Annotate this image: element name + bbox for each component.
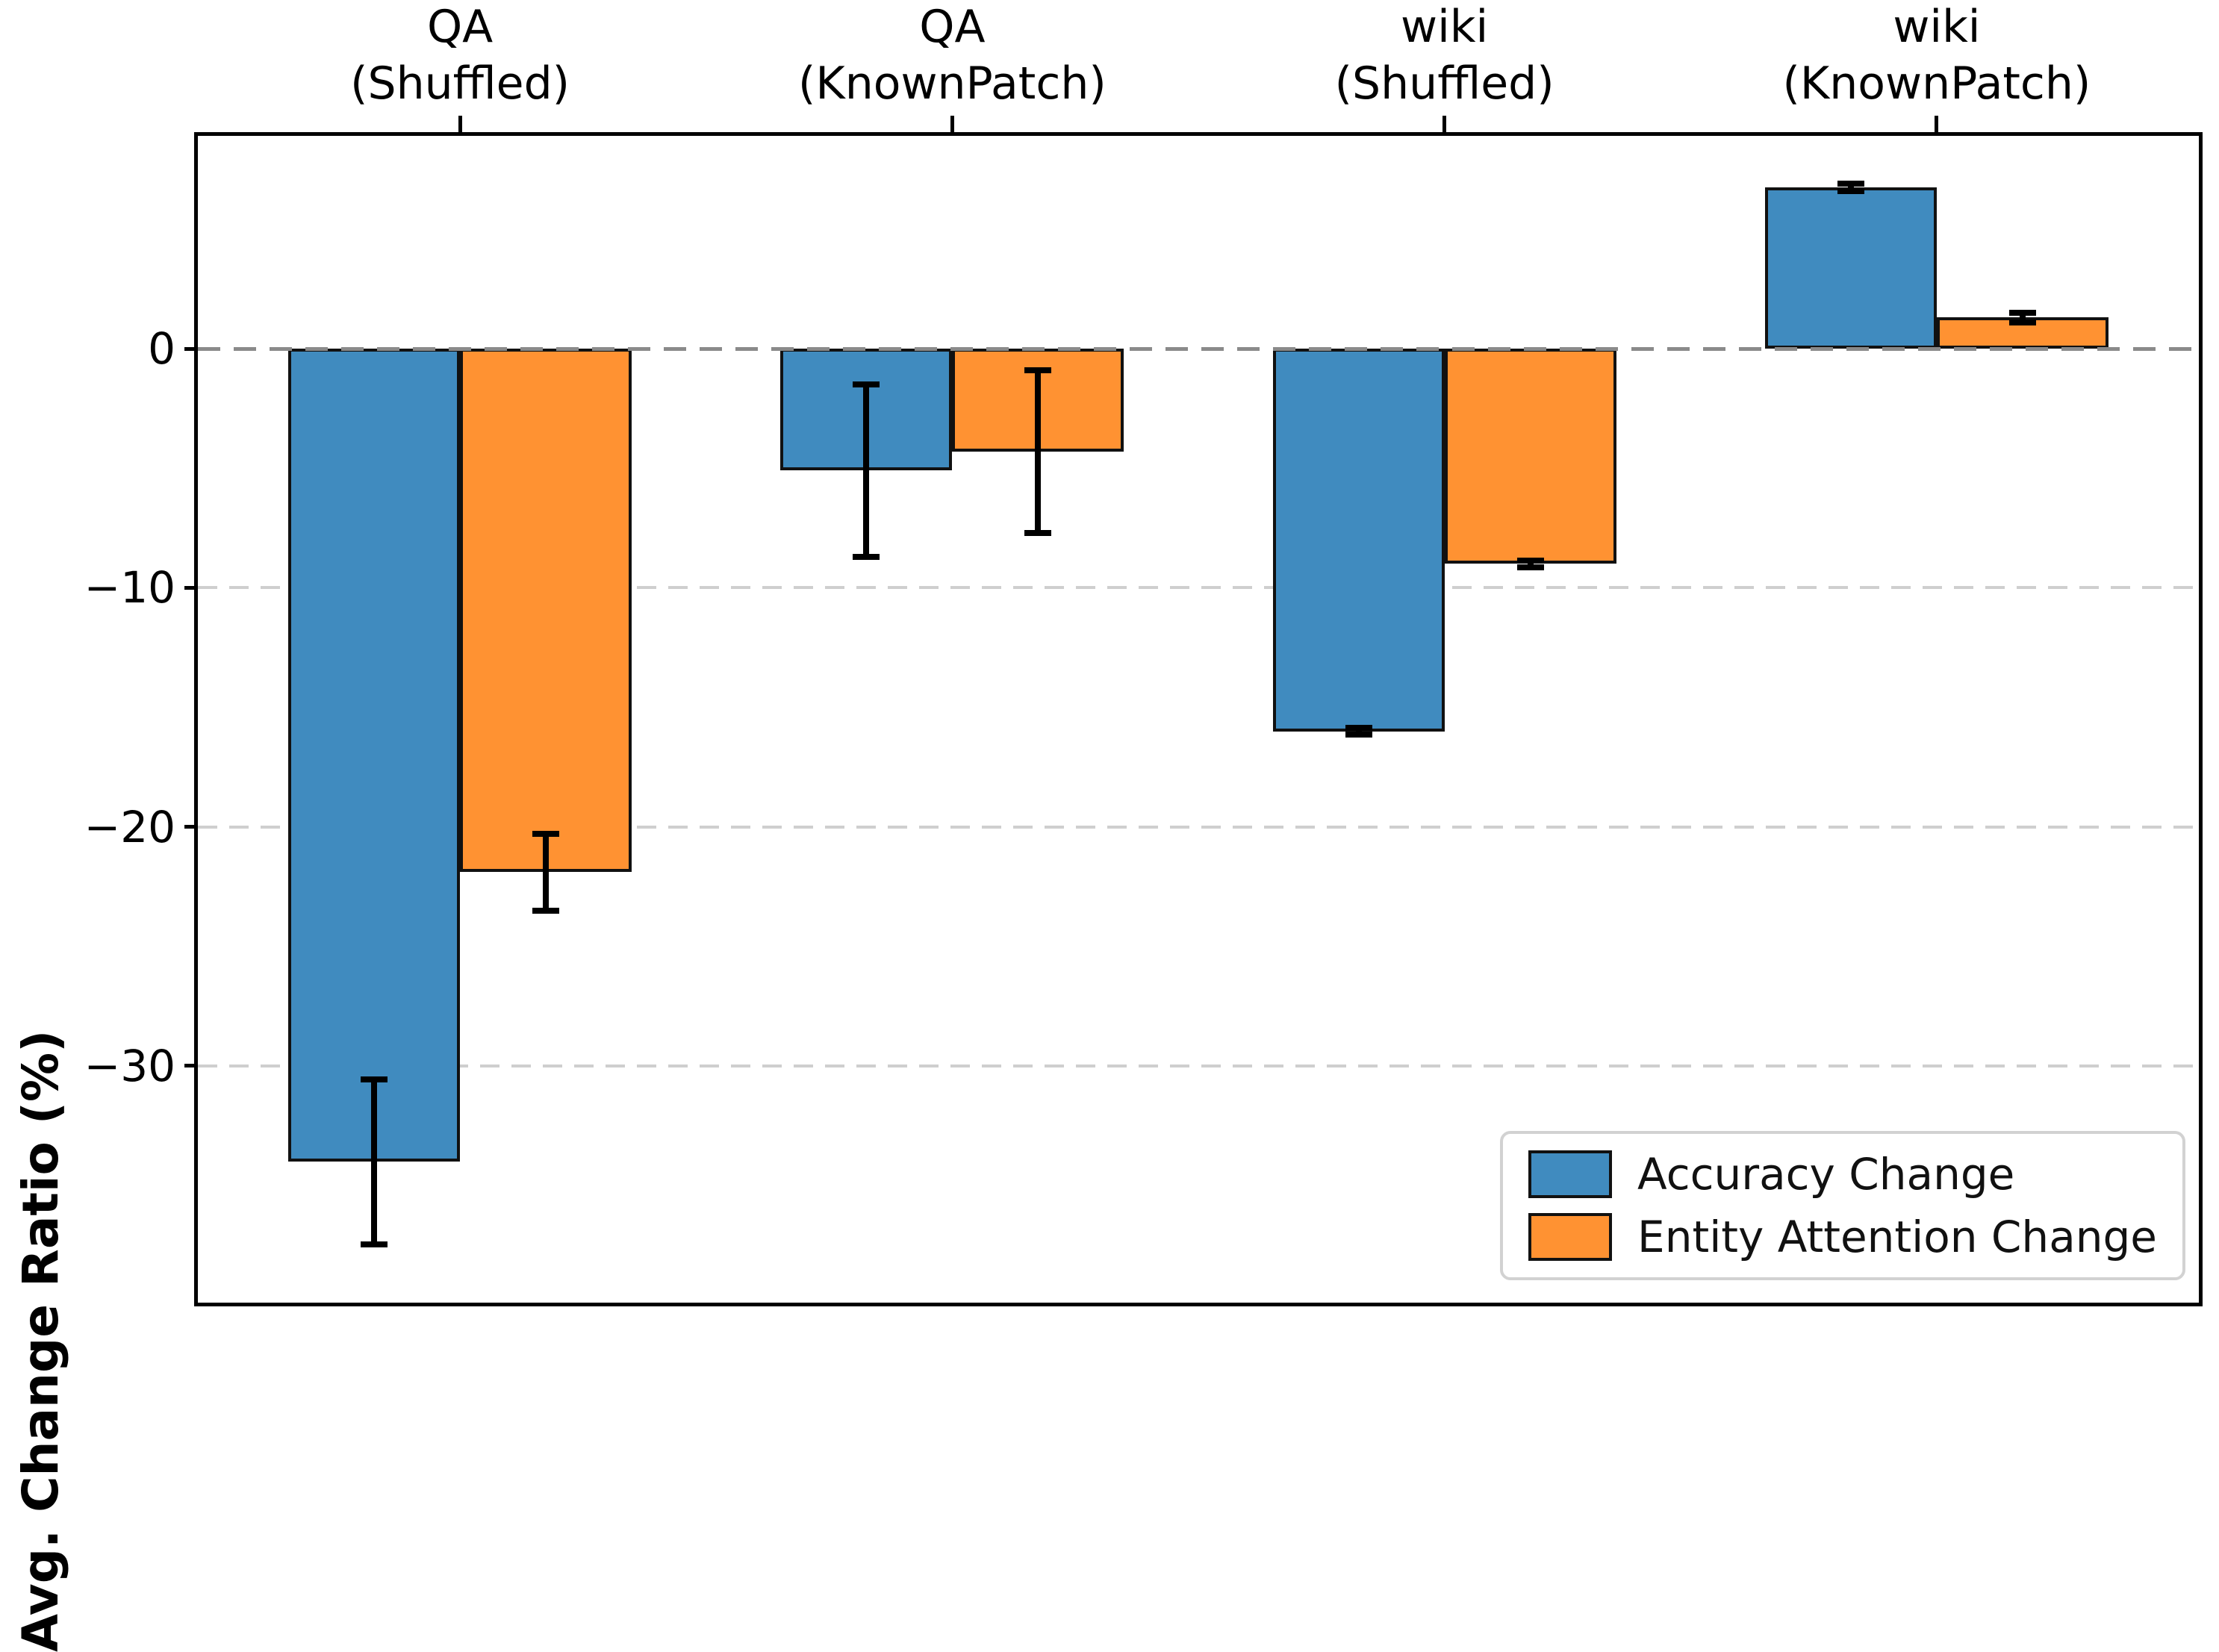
error-bar (371, 1079, 378, 1244)
error-bar-cap (1837, 181, 1864, 187)
y-axis-label: Avg. Change Ratio (%) (12, 1029, 69, 1652)
y-tick (184, 585, 198, 590)
legend-label: Accuracy Change (1637, 1149, 2015, 1200)
x-tick-top (1442, 116, 1447, 132)
error-bar-cap (1024, 367, 1052, 373)
error-bar-cap (1516, 564, 1544, 571)
error-bar-cap (1516, 557, 1544, 564)
legend-entry-entity-attention-change: Entity Attention Change (1528, 1212, 2157, 1262)
y-tick-label: −30 (84, 1040, 175, 1091)
error-bar-cap (1345, 724, 1372, 731)
category-label-group1: QA (Shuffled) (350, 0, 570, 110)
x-tick-top (458, 116, 462, 132)
bar-entity-attention-group3 (1444, 349, 1616, 564)
gridline--10 (198, 586, 2199, 590)
error-bar-cap (532, 831, 560, 838)
x-tick-top (1935, 116, 1939, 132)
legend-entry-accuracy-change: Accuracy Change (1528, 1149, 2157, 1200)
legend-swatch-blue (1528, 1150, 1613, 1198)
bar-accuracy-group4 (1764, 187, 1937, 349)
legend: Accuracy Change Entity Attention Change (1500, 1131, 2185, 1280)
error-bar (1847, 184, 1854, 191)
error-bar-cap (853, 381, 880, 388)
y-tick (184, 1064, 198, 1068)
gridline--20 (198, 825, 2199, 829)
y-tick-label: 0 (148, 323, 175, 375)
y-tick-label: −10 (84, 562, 175, 614)
bar-accuracy-group1 (288, 349, 461, 1162)
legend-swatch-orange (1528, 1213, 1613, 1261)
x-tick-top (950, 116, 954, 132)
error-bar-cap (2008, 310, 2036, 316)
error-bar-cap (361, 1241, 388, 1247)
error-bar-cap (1024, 529, 1052, 536)
category-label-group2: QA (KnownPatch) (797, 0, 1107, 110)
error-bar (1035, 370, 1042, 533)
category-label-group4: wiki (KnownPatch) (1782, 0, 2091, 110)
y-tick (184, 346, 198, 351)
y-tick-label: −20 (84, 801, 175, 853)
error-bar-cap (1837, 187, 1864, 194)
error-bar (2019, 313, 2026, 322)
bar-entity-attention-group1 (460, 349, 632, 873)
plot-area: 0 −10 −20 −30 QA (Shuffled) QA (KnownPatch) wiki… (84, 1, 2203, 1306)
error-bar-cap (1345, 732, 1372, 738)
error-bar (1355, 727, 1362, 735)
legend-label: Entity Attention Change (1637, 1212, 2157, 1262)
error-bar-cap (532, 907, 560, 914)
bar-accuracy-group3 (1272, 349, 1445, 732)
error-bar-cap (361, 1076, 388, 1082)
gridline--30 (198, 1064, 2199, 1067)
error-bar-cap (853, 553, 880, 560)
error-bar (863, 384, 870, 557)
y-tick (184, 825, 198, 829)
error-bar (1527, 560, 1534, 568)
error-bar (543, 834, 550, 911)
bar-chart-figure: Avg. Change Ratio (%) 0 −10 −20 −30 QA (Shuff… (12, 1, 2203, 1652)
zero-gridline (198, 346, 2199, 351)
error-bar-cap (2008, 319, 2036, 325)
category-label-group3: wiki (Shuffled) (1334, 0, 1554, 110)
